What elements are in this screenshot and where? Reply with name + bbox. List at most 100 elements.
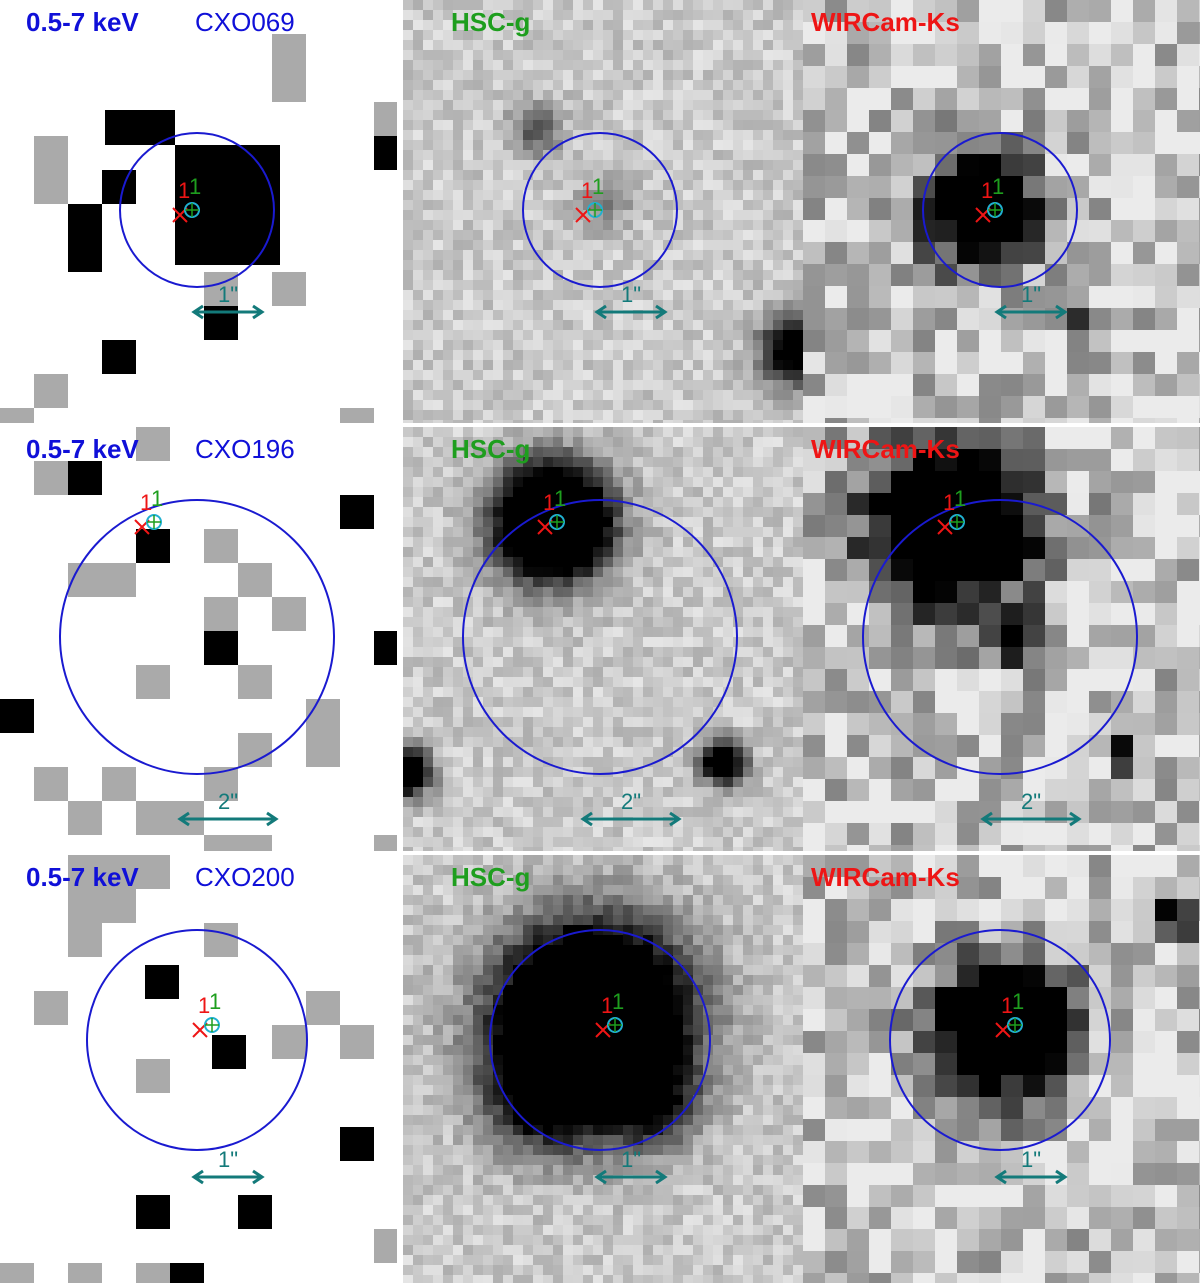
pixel: [935, 110, 958, 133]
pixel: [673, 20, 684, 31]
pixel: [723, 420, 734, 423]
pixel: [102, 340, 136, 374]
pixel: [723, 517, 734, 528]
pixel: [623, 290, 634, 301]
pixel: [825, 308, 848, 331]
pixel: [603, 457, 614, 468]
pixel: [433, 400, 444, 411]
pixel: [593, 517, 604, 528]
pixel: [603, 210, 614, 221]
pixel: [443, 557, 454, 568]
pixel: [633, 420, 644, 423]
pixel: [553, 320, 564, 331]
pixel: [683, 537, 694, 548]
pixel: [793, 230, 804, 241]
pixel: [633, 507, 644, 518]
pixel: [413, 200, 424, 211]
pixel: [573, 390, 584, 401]
pixel: [513, 437, 524, 448]
pixel: [1177, 132, 1200, 155]
pixel: [613, 110, 624, 121]
pixel: [473, 557, 484, 568]
pixel: [957, 176, 980, 199]
pixel: [503, 477, 514, 488]
pixel: [463, 400, 474, 411]
pixel: [603, 497, 614, 508]
pixel: [673, 400, 684, 411]
pixel: [573, 240, 584, 251]
pixel: [733, 140, 744, 151]
pixel: [633, 497, 644, 508]
pixel: [593, 90, 604, 101]
pixel: [413, 190, 424, 201]
pixel: [1089, 418, 1112, 423]
pixel: [553, 130, 564, 141]
pixel: [753, 477, 764, 488]
pixel: [847, 22, 870, 45]
pixel: [573, 330, 584, 341]
pixel: [563, 370, 574, 381]
pixel: [693, 380, 704, 391]
pixel: [1001, 176, 1024, 199]
pixel: [633, 260, 644, 271]
pixel: [413, 70, 424, 81]
pixel: [733, 40, 744, 51]
pixel: [1133, 242, 1156, 265]
pixel: [935, 22, 958, 45]
pixel: [913, 88, 936, 111]
pixel: [573, 80, 584, 91]
pixel: [583, 437, 594, 448]
pixel: [763, 60, 774, 71]
pixel: [663, 160, 674, 171]
pixel: [713, 320, 724, 331]
pixel: [473, 250, 484, 261]
pixel: [1111, 330, 1134, 353]
pixel: [1133, 352, 1156, 375]
pixel: [793, 517, 804, 528]
pixel: [493, 110, 504, 121]
pixel: [783, 250, 794, 261]
pixel: [523, 557, 534, 568]
pixel: [783, 447, 794, 458]
pixel: [693, 160, 704, 171]
pixel: [423, 487, 434, 498]
pixel: [593, 537, 604, 548]
pixel: [413, 220, 424, 231]
pixel: [683, 130, 694, 141]
pixel: [563, 270, 574, 281]
pixel: [483, 60, 494, 71]
pixel: [683, 80, 694, 91]
pixel: [773, 40, 784, 51]
pixel: [573, 477, 584, 488]
pixel: [703, 170, 714, 181]
pixel: [1155, 154, 1178, 177]
pixel: [603, 160, 614, 171]
pixel: [783, 110, 794, 121]
pixel: [423, 547, 434, 558]
pixel: [503, 120, 514, 131]
pixel: [453, 20, 464, 31]
pixel: [573, 557, 584, 568]
pixel: [763, 420, 774, 423]
pixel: [703, 200, 714, 211]
pixel: [623, 487, 634, 498]
pixel: [583, 60, 594, 71]
pixel: [1001, 0, 1024, 23]
pixel: [553, 527, 564, 538]
pixel: [433, 220, 444, 231]
pixel: [643, 170, 654, 181]
pixel: [493, 290, 504, 301]
pixel: [793, 200, 804, 211]
pixel: [633, 410, 644, 421]
pixel: [593, 487, 604, 498]
pixel: [1155, 374, 1178, 397]
pixel: [979, 220, 1002, 243]
pixel: [563, 90, 574, 101]
pixel: [1089, 330, 1112, 353]
pixel: [583, 497, 594, 508]
pixel: [403, 290, 414, 301]
pixel: [703, 230, 714, 241]
pixel: [723, 230, 734, 241]
pixel: [1111, 264, 1134, 287]
pixel: [423, 557, 434, 568]
